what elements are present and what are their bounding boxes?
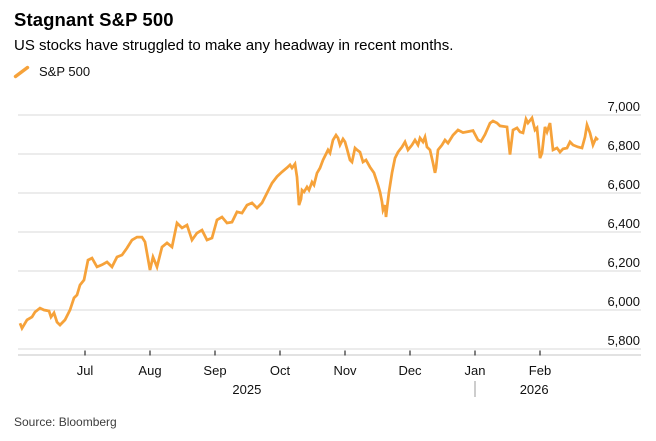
legend: S&P 500 xyxy=(13,64,90,79)
legend-line-swatch xyxy=(13,65,30,78)
source-note: Source: Bloomberg xyxy=(14,415,117,429)
x-axis-label-jan: Jan xyxy=(465,363,486,378)
chart-subtitle: US stocks have struggled to make any hea… xyxy=(14,37,454,54)
x-axis-label-sep: Sep xyxy=(203,363,226,378)
x-axis-label-jul: Jul xyxy=(77,363,94,378)
year-label-2026: 2026 xyxy=(520,382,549,397)
x-axis-label-feb: Feb xyxy=(529,363,551,378)
x-axis-label-aug: Aug xyxy=(138,363,161,378)
legend-label: S&P 500 xyxy=(39,64,91,79)
x-axis-label-oct: Oct xyxy=(270,363,291,378)
year-label-2025: 2025 xyxy=(232,382,261,397)
series-line-sp500 xyxy=(18,114,599,332)
y-axis-label-6800: 6,800 xyxy=(607,138,640,153)
y-axis-label-6400: 6,400 xyxy=(607,216,640,231)
y-axis-label-6000: 6,000 xyxy=(607,294,640,309)
y-axis-label-6200: 6,200 xyxy=(607,255,640,270)
x-axis-label-dec: Dec xyxy=(398,363,422,378)
chart-title: Stagnant S&P 500 xyxy=(14,9,174,30)
y-axis-label-6600: 6,600 xyxy=(607,177,640,192)
y-axis-label-5800: 5,800 xyxy=(607,333,640,348)
x-axis-label-nov: Nov xyxy=(333,363,357,378)
legend-line-icon xyxy=(13,65,30,78)
y-axis-label-7000: 7,000 xyxy=(607,99,640,114)
